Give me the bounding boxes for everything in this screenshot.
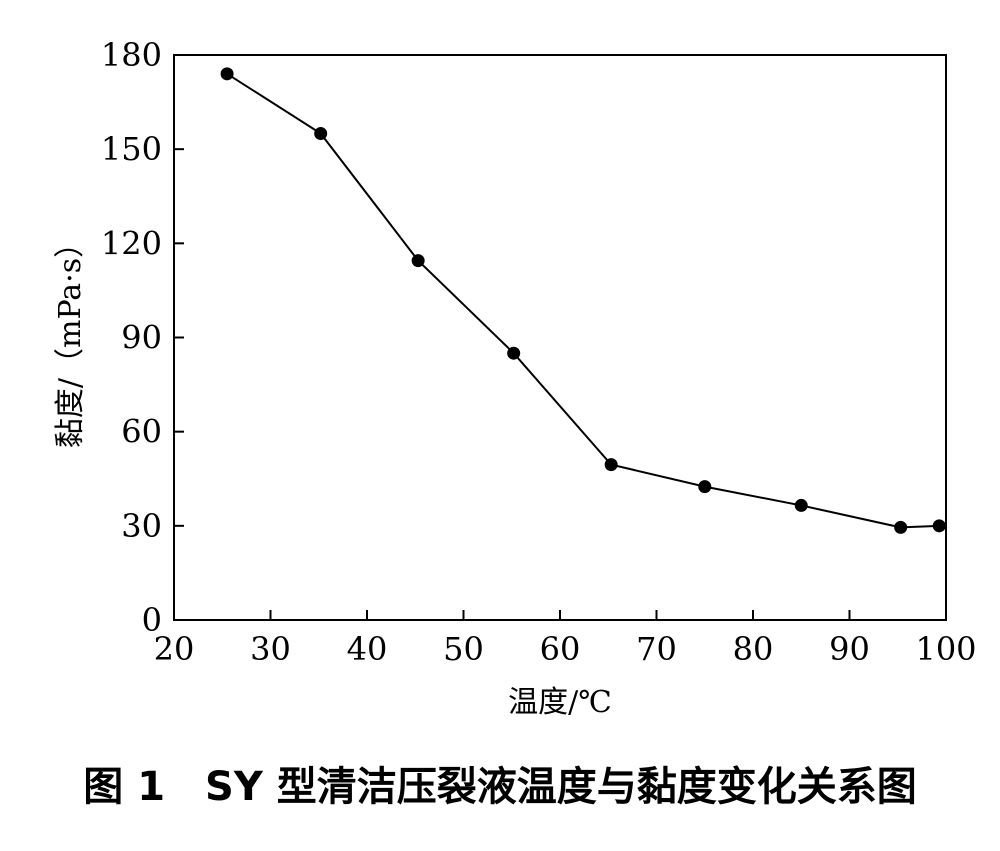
y-tick-label: 120 bbox=[101, 224, 162, 262]
x-tick-label: 20 bbox=[154, 630, 195, 668]
x-tick-label: 40 bbox=[347, 630, 388, 668]
figure-caption: 图 1 SY 型清洁压裂液温度与黏度变化关系图 bbox=[83, 764, 916, 810]
x-tick-label: 60 bbox=[540, 630, 581, 668]
data-point bbox=[604, 458, 618, 472]
y-tick-label: 30 bbox=[121, 507, 162, 545]
x-tick-label: 80 bbox=[733, 630, 774, 668]
data-point bbox=[698, 480, 712, 494]
series-layer bbox=[220, 67, 946, 534]
x-tick-label: 70 bbox=[636, 630, 677, 668]
y-tick-label: 0 bbox=[142, 601, 162, 639]
x-axis-title: 温度/℃ bbox=[508, 685, 612, 720]
data-point bbox=[794, 498, 808, 512]
data-point bbox=[932, 519, 946, 533]
y-tick-label: 150 bbox=[101, 130, 162, 168]
data-point bbox=[314, 126, 328, 140]
data-point bbox=[894, 520, 908, 534]
data-point bbox=[507, 346, 521, 360]
x-tick-label: 90 bbox=[829, 630, 870, 668]
x-tick-label: 50 bbox=[443, 630, 484, 668]
x-tick-label: 30 bbox=[250, 630, 291, 668]
x-tick-label: 100 bbox=[915, 630, 976, 668]
x-axis-ticks: 20 30 40 50 60 70 80 90 100 bbox=[154, 610, 977, 668]
y-tick-label: 60 bbox=[121, 413, 162, 451]
y-axis-title: 黏度/（mPa·s） bbox=[53, 228, 88, 448]
y-axis-ticks: 0 30 60 90 120 150 180 bbox=[101, 36, 184, 639]
y-tick-label: 90 bbox=[121, 319, 162, 357]
data-point bbox=[411, 254, 425, 268]
plot-frame bbox=[173, 54, 947, 621]
y-tick-label: 180 bbox=[101, 36, 162, 74]
data-point bbox=[220, 67, 234, 81]
series-line bbox=[226, 72, 940, 529]
